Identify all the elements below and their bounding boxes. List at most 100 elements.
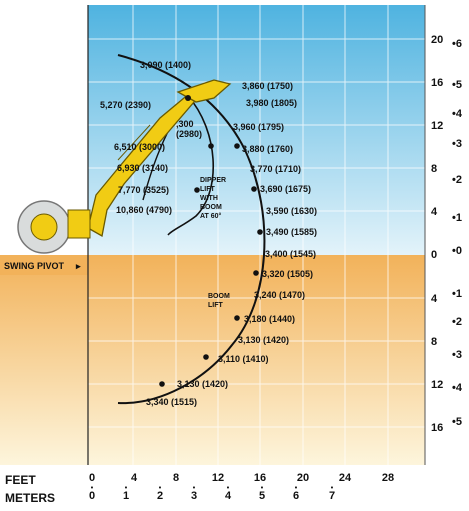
right-feet-tick-label: 12 [431,379,443,391]
right-meter-tick-label: •1 [452,212,462,224]
meter-tick-label: 2 [157,490,163,502]
right-feet-tick-label: 4 [431,293,438,305]
right-feet-tick-label: 20 [431,34,443,46]
right-feet-tick-label: 8 [431,336,437,348]
right-meter-tick-label: •2 [452,174,462,186]
arc-capacity-label: 3,860 (1750) [242,81,293,91]
meter-tick-label: 7 [329,490,335,502]
meter-tick-dot: • [295,485,298,492]
dipper-lift-annotation: LIFT [200,186,215,193]
meter-tick-dot: • [331,485,334,492]
arc-capacity-label: 3,240 (1470) [254,290,305,300]
meter-tick-dot: • [193,485,196,492]
arc-capacity-label: 3,130 (1420) [238,335,289,345]
grid [88,5,425,465]
feet-tick-label: 0 [89,472,95,484]
feet-tick-label: 12 [212,472,224,484]
capacity-labels: 3,090 (1400) 5,270 (2390) 6,510 (3000) 6,93… [100,60,317,407]
meter-tick-label: 6 [293,490,299,502]
swing-strip-left [0,255,88,275]
arc-capacity-label: 3,980 (1805) [246,98,297,108]
capacity-point [251,186,257,192]
feet-tick-label: 4 [131,472,138,484]
boom-lift-annotation: LIFT [208,302,223,309]
boom-capacity-label: 6,510 (3000) [114,142,165,152]
right-meter-tick-label: •2 [452,316,462,328]
capacity-point [257,229,263,235]
right-feet-tick-label: 8 [431,163,437,175]
right-meter-tick-label: •3 [452,138,462,150]
right-meter-tick-label: •1 [452,288,462,300]
capacity-points [159,143,263,387]
arc-capacity-label: 3,130 (1420) [177,379,228,389]
capacity-point [203,354,209,360]
arc-capacity-label: 3,320 (1505) [262,269,313,279]
capacity-point [159,381,165,387]
boom-lift-annotation: BOOM [208,293,230,300]
dipper-capacity-point [194,187,200,193]
capacity-point [253,270,259,276]
arc-capacity-label: 3,770 (1710) [250,164,301,174]
meter-tick-dot: • [227,485,230,492]
arc-capacity-label: 3,690 (1675) [260,184,311,194]
meter-tick-label: 1 [123,490,129,502]
ground-panel [0,255,425,465]
right-feet-tick-label: 16 [431,422,443,434]
dipper-lift-annotation: BOOM [200,204,222,211]
swing-pivot-label: SWING PIVOT [4,261,65,271]
capacity-point [234,143,240,149]
feet-tick-label: 16 [254,472,266,484]
arc-capacity-label: 3,180 (1440) [244,314,295,324]
top-capacity-label: 3,090 (1400) [140,60,191,70]
boom-capacity-label: 6,930 (3140) [117,163,168,173]
arc-capacity-label: 3,490 (1585) [266,227,317,237]
right-meter-tick-label: •4 [452,108,463,120]
meter-tick-dot: • [125,485,128,492]
right-feet-tick-label: 4 [431,206,438,218]
arc-capacity-label: 3,110 (1410) [218,354,269,364]
feet-tick-label: 24 [339,472,352,484]
feet-axis-name: FEET [5,473,36,487]
arc-capacity-label: 3,340 (1515) [146,397,197,407]
swing-pivot-arrow: ▸ [75,261,81,271]
inner-capacity-label: (2980) [176,129,202,139]
feet-tick-label: 8 [173,472,179,484]
right-feet-tick-label: 0 [431,249,437,261]
right-meter-tick-label: •0 [452,245,462,257]
arc-capacity-label: 3,880 (1760) [242,144,293,154]
right-meter-tick-label: •3 [452,349,462,361]
boom-capacity-label: 5,270 (2390) [100,100,151,110]
meter-tick-label: 4 [225,490,232,502]
boom-capacity-label: 7,770 (3525) [118,185,169,195]
dipper-lift-curve [167,95,214,236]
swing-pivot-wheel [17,200,91,254]
dipper-lift-annotation: WITH [200,195,218,202]
right-meter-tick-label: •5 [452,79,462,91]
meters-axis-name: METERS [5,491,55,505]
right-feet-tick-label: 12 [431,120,443,132]
dipper-capacity-point [208,143,214,149]
dipper-lift-annotation: AT 60° [200,212,222,220]
right-meter-tick-label: •5 [452,416,462,428]
arc-capacity-label: 3,590 (1630) [266,206,317,216]
excavator-boom [87,79,232,238]
meter-tick-dot: • [159,485,162,492]
meter-tick-dot: • [91,485,94,492]
right-feet-tick-label: 16 [431,77,443,89]
right-meter-tick-label: •4 [452,382,463,394]
feet-tick-label: 28 [382,472,394,484]
inner-capacity-label: ,300 [176,119,194,129]
boom-capacity-label: 10,860 (4790) [116,205,172,215]
dipper-lift-annotation: DIPPER [200,177,226,184]
sky-panel [88,5,425,255]
meter-tick-dot: • [261,485,264,492]
capacity-point [234,315,240,321]
meter-tick-label: 5 [259,490,265,502]
feet-tick-label: 20 [297,472,309,484]
arc-capacity-label: 3,400 (1545) [265,249,316,259]
arc-capacity-label: 3,960 (1795) [233,122,284,132]
meter-tick-label: 0 [89,490,95,502]
meter-tick-label: 3 [191,490,197,502]
